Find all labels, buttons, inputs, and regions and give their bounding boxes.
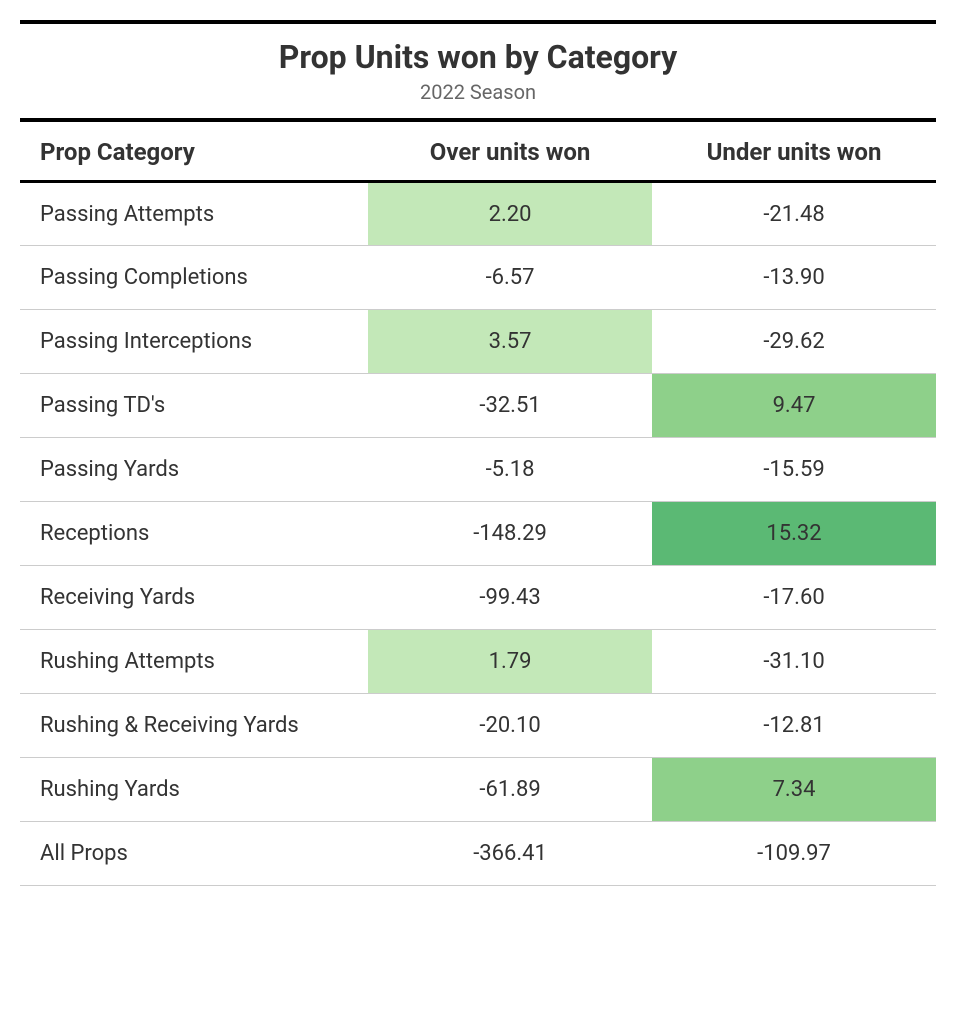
under-cell: -12.81 [652,694,936,758]
under-value: -17.60 [763,585,824,610]
category-cell: Receptions [20,502,368,566]
category-cell: Passing Completions [20,246,368,310]
col-header-under: Under units won [652,122,936,182]
under-value: -15.59 [763,457,824,482]
data-table: Prop Category Over units won Under units… [20,122,936,886]
over-cell: -61.89 [368,758,652,822]
category-cell: Rushing Yards [20,758,368,822]
over-value: -6.57 [486,265,535,290]
over-cell: 2.20 [368,182,652,246]
over-cell: -5.18 [368,438,652,502]
under-value: -31.10 [763,649,824,674]
table-row: Receiving Yards -99.43 -17.60 [20,566,936,630]
under-cell: -21.48 [652,182,936,246]
table-row: All Props -366.41 -109.97 [20,822,936,886]
over-value: -5.18 [486,457,535,482]
category-cell: Rushing Attempts [20,630,368,694]
over-cell: 3.57 [368,310,652,374]
category-cell: All Props [20,822,368,886]
over-value: -20.10 [479,713,540,738]
under-cell: 7.34 [652,758,936,822]
under-cell: -13.90 [652,246,936,310]
over-cell: -366.41 [368,822,652,886]
category-cell: Rushing & Receiving Yards [20,694,368,758]
over-cell: -32.51 [368,374,652,438]
under-value: -21.48 [763,202,824,227]
under-cell: -109.97 [652,822,936,886]
under-value: -12.81 [763,713,824,738]
category-cell: Passing Yards [20,438,368,502]
under-value: -29.62 [763,329,824,354]
table-row: Passing Interceptions 3.57 -29.62 [20,310,936,374]
table-row: Passing Attempts 2.20 -21.48 [20,182,936,246]
table-row: Rushing Yards -61.89 7.34 [20,758,936,822]
under-cell: -31.10 [652,630,936,694]
table-body: Passing Attempts 2.20 -21.48 Passing Comple… [20,182,936,886]
over-value: 2.20 [489,202,532,227]
table-subtitle: 2022 Season [20,76,936,118]
under-cell: 9.47 [652,374,936,438]
category-cell: Passing Attempts [20,182,368,246]
over-cell: 1.79 [368,630,652,694]
under-value: 15.32 [766,521,821,546]
under-cell: -17.60 [652,566,936,630]
col-header-category: Prop Category [20,122,368,182]
table-title: Prop Units won by Category [20,24,936,76]
table-row: Rushing & Receiving Yards -20.10 -12.81 [20,694,936,758]
category-cell: Passing Interceptions [20,310,368,374]
table-row: Passing TD's -32.51 9.47 [20,374,936,438]
over-cell: -6.57 [368,246,652,310]
over-cell: -148.29 [368,502,652,566]
category-cell: Passing TD's [20,374,368,438]
over-value: -366.41 [473,841,547,866]
prop-units-table: Prop Units won by Category 2022 Season P… [20,20,936,886]
table-row: Rushing Attempts 1.79 -31.10 [20,630,936,694]
category-cell: Receiving Yards [20,566,368,630]
table-row: Passing Completions -6.57 -13.90 [20,246,936,310]
over-value: 1.79 [489,649,532,674]
under-value: -13.90 [763,265,824,290]
under-cell: -15.59 [652,438,936,502]
over-value: -148.29 [473,521,547,546]
col-header-over: Over units won [368,122,652,182]
table-row: Receptions -148.29 15.32 [20,502,936,566]
under-value: -109.97 [757,841,831,866]
over-cell: -20.10 [368,694,652,758]
under-cell: -29.62 [652,310,936,374]
over-value: -61.89 [479,777,540,802]
over-cell: -99.43 [368,566,652,630]
under-value: 9.47 [773,393,816,418]
over-value: -99.43 [479,585,540,610]
table-row: Passing Yards -5.18 -15.59 [20,438,936,502]
header-row: Prop Category Over units won Under units… [20,122,936,182]
under-value: 7.34 [773,777,816,802]
over-value: 3.57 [489,329,532,354]
over-value: -32.51 [479,393,540,418]
under-cell: 15.32 [652,502,936,566]
